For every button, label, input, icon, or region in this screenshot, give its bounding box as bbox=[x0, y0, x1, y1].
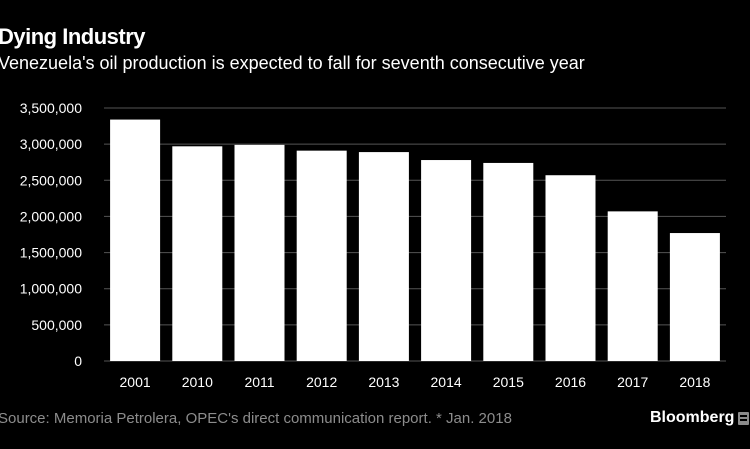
bar-2013 bbox=[358, 152, 409, 361]
brand-name: Bloomberg bbox=[650, 409, 735, 426]
bar-2014 bbox=[421, 160, 472, 361]
bar-2010 bbox=[172, 146, 223, 361]
bar-2016 bbox=[545, 175, 596, 361]
source-note: Source: Memoria Petrolera, OPEC's direct… bbox=[0, 410, 512, 427]
bar-2015 bbox=[483, 162, 534, 361]
y-tick-label: 2,000,000 bbox=[20, 208, 82, 224]
bar-2017 bbox=[607, 211, 658, 361]
y-tick-label: 0 bbox=[74, 353, 82, 369]
x-tick-label: 2014 bbox=[431, 374, 462, 390]
bloomberg-terminal-icon bbox=[738, 411, 750, 425]
x-tick-label: 2012 bbox=[306, 374, 337, 390]
bar-2011 bbox=[234, 144, 285, 361]
bar-2012 bbox=[296, 150, 347, 361]
x-tick-label: 2015 bbox=[493, 374, 524, 390]
y-tick-label: 500,000 bbox=[31, 317, 82, 333]
y-tick-label: 3,000,000 bbox=[20, 136, 82, 152]
brand-logo: Bloomberg bbox=[650, 409, 750, 427]
y-tick-label: 3,500,000 bbox=[20, 100, 82, 116]
x-tick-label: 2013 bbox=[368, 374, 399, 390]
bar-2018 bbox=[669, 233, 720, 361]
y-tick-label: 1,500,000 bbox=[20, 245, 82, 261]
x-tick-label: 2011 bbox=[244, 374, 274, 390]
y-tick-label: 1,000,000 bbox=[20, 281, 82, 297]
chart-subtitle: Venezuela's oil production is expected t… bbox=[0, 53, 585, 73]
bar-2001 bbox=[110, 119, 161, 362]
x-tick-label: 2001 bbox=[120, 374, 151, 390]
x-tick-label: 2018 bbox=[679, 374, 710, 390]
x-tick-label: 2016 bbox=[555, 374, 586, 390]
x-tick-label: 2010 bbox=[182, 374, 213, 390]
chart-title: Dying Industry bbox=[0, 24, 146, 49]
y-tick-label: 2,500,000 bbox=[20, 172, 82, 188]
x-tick-label: 2017 bbox=[617, 374, 648, 390]
